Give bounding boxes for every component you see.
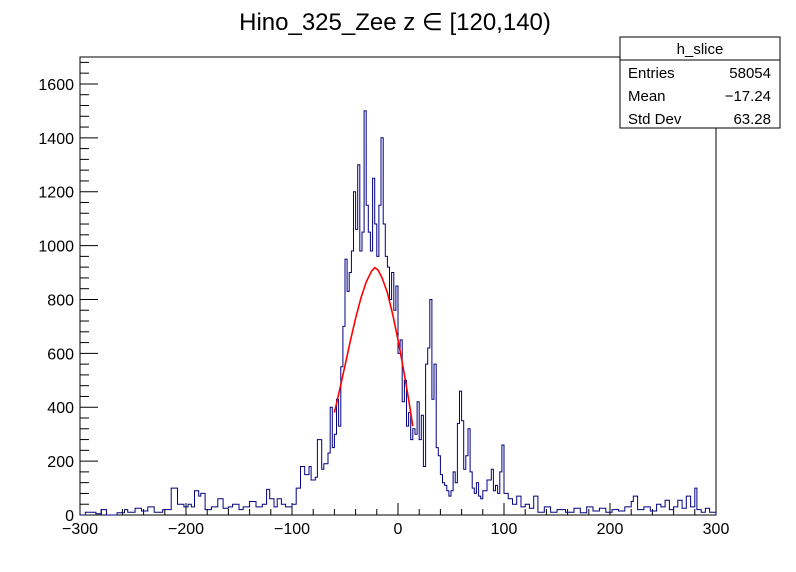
x-tick-label: 300: [703, 521, 730, 538]
y-tick-label: 0: [65, 508, 74, 525]
x-tick-label: −300: [62, 521, 98, 538]
stats-box-frame: [619, 36, 781, 129]
stats-box: h_slice Entries 58054 Mean −17.24 Std De…: [619, 36, 781, 129]
stats-entries-label: Entries: [628, 65, 675, 82]
stats-mean-label: Mean: [628, 88, 666, 105]
y-tick-label: 1000: [38, 239, 74, 256]
y-tick-label: 200: [47, 454, 74, 471]
x-tick-label: 0: [394, 521, 403, 538]
x-axis: −300 −200 −100 0 100 200 300: [62, 503, 729, 538]
stats-stddev-label: Std Dev: [628, 111, 682, 128]
stats-stddev-value: 63.28: [733, 111, 771, 128]
x-tick-label: −100: [274, 521, 310, 538]
chart-title: Hino_325_Zee z ∈ [120,140): [239, 9, 551, 36]
x-tick-label: 200: [597, 521, 624, 538]
y-tick-label: 800: [47, 292, 74, 309]
gaussian-fit-curve: [333, 266, 414, 427]
y-tick-label: 1400: [38, 131, 74, 148]
x-tick-label: 100: [491, 521, 518, 538]
histogram-series: [80, 110, 717, 516]
y-tick-label: 1200: [38, 185, 74, 202]
y-tick-label: 1600: [38, 77, 74, 94]
stats-entries-value: 58054: [729, 65, 771, 82]
stats-mean-value: −17.24: [725, 88, 771, 105]
y-tick-label: 400: [47, 400, 74, 417]
y-tick-label: 600: [47, 346, 74, 363]
x-tick-label: −200: [168, 521, 204, 538]
stats-box-title: h_slice: [677, 41, 724, 58]
y-axis: 0 200 400 600 800 1000 1200 1400 1600: [38, 61, 98, 525]
